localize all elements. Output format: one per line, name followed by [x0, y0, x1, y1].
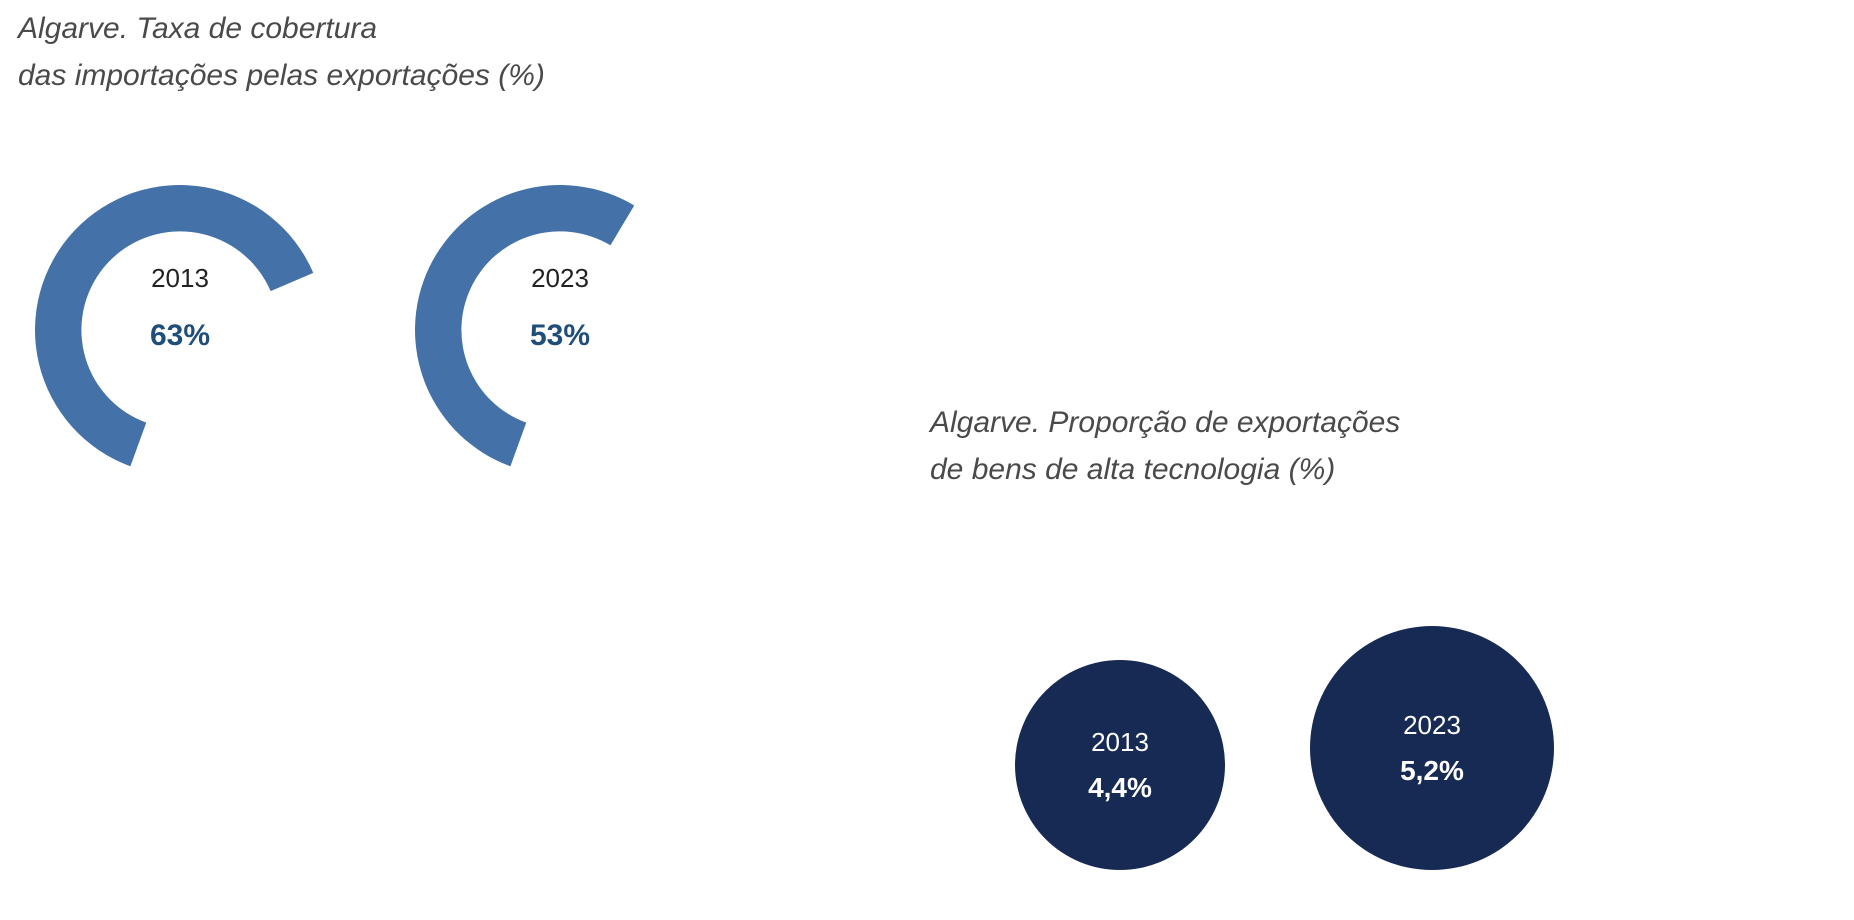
- right-chart-title-line1: Algarve. Proporção de exportações: [930, 406, 1400, 439]
- bubble-2023-value: 5,2%: [1400, 755, 1464, 787]
- donut-2023-year: 2023: [415, 263, 705, 294]
- bubble-2013: 2013 4,4%: [1015, 660, 1225, 870]
- left-chart-title-line1: Algarve. Taxa de cobertura: [18, 12, 377, 45]
- left-chart-title: Algarve. Taxa de cobertura das importaçõ…: [18, 6, 545, 99]
- bubble-2023: 2023 5,2%: [1310, 626, 1554, 870]
- right-chart-title-line2: de bens de alta tecnologia (%): [930, 453, 1335, 486]
- bubble-2013-value: 4,4%: [1088, 772, 1152, 804]
- bubble-2013-year: 2013: [1091, 727, 1149, 758]
- bubble-2023-year: 2023: [1403, 710, 1461, 741]
- donut-2013-value: 63%: [35, 319, 325, 353]
- donut-2023: 2023 53%: [415, 185, 705, 475]
- donut-2013: 2013 63%: [35, 185, 325, 475]
- left-chart-title-line2: das importações pelas exportações (%): [18, 59, 545, 92]
- donut-2023-value: 53%: [415, 319, 705, 353]
- right-chart-title: Algarve. Proporção de exportações de ben…: [930, 400, 1400, 493]
- donut-2013-year: 2013: [35, 263, 325, 294]
